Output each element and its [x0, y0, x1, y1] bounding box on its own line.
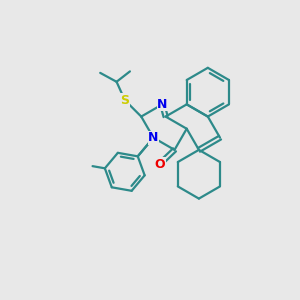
Text: N: N	[157, 98, 167, 111]
Text: O: O	[154, 158, 165, 171]
Text: S: S	[120, 94, 129, 107]
Text: N: N	[148, 131, 159, 144]
